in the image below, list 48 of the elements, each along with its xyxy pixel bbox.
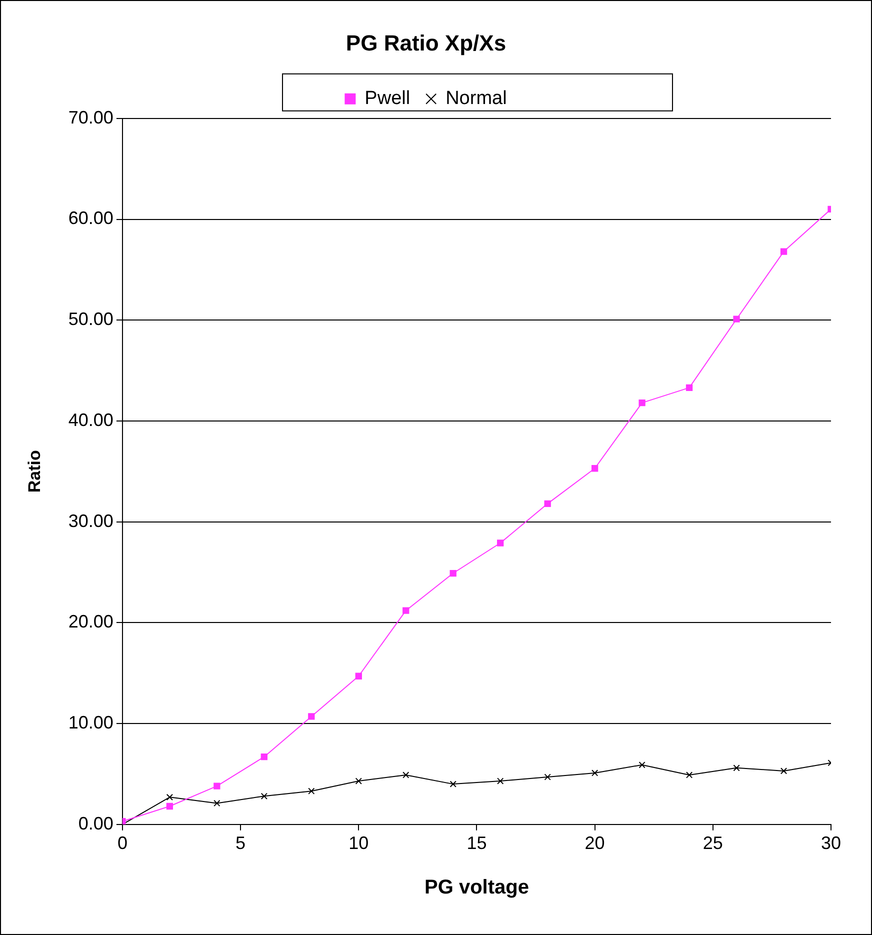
- x-tick-label: 5: [236, 833, 246, 854]
- point: [402, 772, 410, 778]
- x-axis-title: PG voltage: [424, 876, 529, 899]
- point: [591, 465, 598, 472]
- point: [497, 540, 504, 546]
- x-tick-label: 10: [348, 833, 369, 854]
- y-tick-label: 70.00: [68, 107, 114, 128]
- x-tick-label: 20: [584, 833, 605, 854]
- point: [544, 774, 551, 780]
- point: [780, 248, 788, 255]
- chart-title: PG Ratio Xp/Xs: [346, 30, 506, 56]
- point: [638, 399, 646, 406]
- point: [308, 788, 315, 794]
- point: [260, 792, 268, 800]
- point: [591, 770, 598, 776]
- y-tick-label: 60.00: [68, 208, 114, 228]
- x-tick-label: 0: [117, 833, 128, 854]
- point: [733, 316, 740, 322]
- y-tick-label: 30.00: [68, 510, 114, 531]
- point: [544, 500, 551, 508]
- x-tick-label: 15: [466, 833, 487, 854]
- y-tick-label: 50.00: [68, 309, 114, 330]
- point: [355, 778, 362, 784]
- y-tick-label: 40.00: [68, 410, 114, 430]
- point: [686, 772, 693, 778]
- point: [638, 762, 646, 768]
- point: [450, 570, 456, 577]
- point: [686, 384, 693, 392]
- y-axis-title: Ratio: [24, 450, 44, 493]
- point: [497, 778, 504, 784]
- point: [166, 802, 174, 810]
- point: [166, 794, 174, 800]
- y-tick-label: 0.00: [78, 813, 114, 834]
- point: [214, 800, 220, 807]
- legend-label: Pwell: [364, 88, 410, 110]
- point: [780, 768, 788, 774]
- y-tick-label: 10.00: [68, 712, 114, 733]
- point: [733, 764, 740, 772]
- y-tick-label: 20.00: [68, 612, 114, 632]
- point: [355, 672, 362, 680]
- point: [402, 607, 410, 614]
- x-tick-label: 30: [820, 833, 842, 854]
- x-tick-label: 25: [702, 833, 723, 854]
- legend-label: Normal: [446, 88, 507, 110]
- point: [450, 780, 456, 788]
- point: [308, 713, 315, 720]
- point: [260, 754, 268, 760]
- point: [214, 782, 220, 790]
